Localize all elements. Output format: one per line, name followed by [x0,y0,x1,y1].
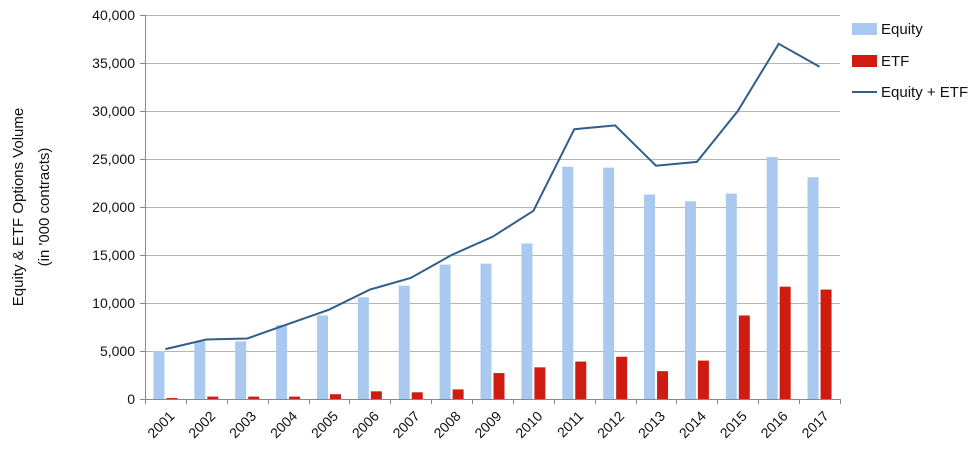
bar-etf [697,360,709,399]
x-tick-label: 2004 [267,408,300,441]
x-tick-label: 2008 [430,408,463,441]
bar-etf [820,289,832,399]
x-tick-label: 2017 [798,408,831,441]
bar-etf [616,356,628,399]
bar-equity [603,167,615,399]
bar-equity [276,325,288,399]
x-tick-label: 2005 [308,408,341,441]
bar-equity [684,201,696,399]
bar-etf [575,361,587,399]
x-tick-label: 2002 [185,408,218,441]
bar-etf [452,389,464,399]
y-tick-label: 25,000 [92,151,135,167]
bar-etf [166,398,178,399]
line-equity-plus-etf [165,42,821,351]
x-axis [145,15,840,400]
bar-etf [493,373,505,399]
x-tick-label: 2016 [757,408,790,441]
bar-equity [644,194,656,399]
x-tick-label: 2015 [717,408,750,441]
x-tick-label: 2011 [554,408,587,441]
y-axis-title: Equity & ETF Options Volume (in '000 con… [10,108,53,306]
bar-equity [807,177,819,399]
bar-etf [411,392,423,399]
bar-etf [248,396,260,399]
bar-etf [329,394,341,399]
bar-etf [779,286,791,399]
x-tick-label: 2012 [594,408,627,441]
x-tick-label: 2003 [226,408,259,441]
legend: Equity ETF Equity + ETF [852,21,968,101]
legend-swatch-equity [852,23,877,35]
bar-etf [289,396,301,399]
bar-etf [370,391,382,399]
legend-label: Equity + ETF [881,84,968,101]
bar-equity [194,341,206,399]
y-tick-label: 20,000 [92,199,135,215]
x-tick-label: 2009 [471,408,504,441]
x-tick-label: 2010 [512,408,545,441]
bar-equity [480,263,492,399]
x-tick-label: 2006 [349,408,382,441]
y-tick-label: 35,000 [92,55,135,71]
x-tick-label: 2007 [389,408,422,441]
y-tick-label: 40,000 [92,7,135,23]
x-tick-label: 2013 [635,408,668,441]
bar-equity [357,297,369,399]
bar-equity [398,285,410,399]
legend-label: Equity [881,21,923,38]
y-tick-label: 15,000 [92,247,135,263]
bar-etf [207,396,219,399]
bars [153,157,832,399]
bar-etf [534,367,546,399]
y-tick-label: 0 [127,391,135,407]
bar-equity [725,193,737,399]
bar-etf [738,315,750,399]
bar-equity [521,243,533,399]
bar-equity [316,315,328,399]
bar-equity [766,157,778,399]
bar-equity [562,166,574,399]
bar-equity [235,341,247,399]
y-axis-title-line-2: (in '000 contracts) [36,148,53,267]
x-tick-label: 2014 [676,408,709,441]
total-line [165,42,821,351]
x-axis-ticks: 2001 2002 2003 2004 2005 2006 2007 2008 2009 2010… [144,399,841,441]
legend-label: ETF [881,53,909,70]
bar-equity [153,351,165,399]
y-tick-label: 10,000 [92,295,135,311]
y-axis-title-line-1: Equity & ETF Options Volume [10,108,27,306]
y-tick-label: 30,000 [92,103,135,119]
x-tick-label: 2001 [144,408,177,441]
gridlines [145,15,840,352]
y-tick-label: 5,000 [100,343,135,359]
legend-swatch-etf [852,55,877,67]
y-axis-ticks: 0 5,000 10,000 15,000 20,000 25,000 30,000 35,0… [92,7,145,407]
bar-equity [439,264,451,399]
bar-etf [657,371,669,399]
